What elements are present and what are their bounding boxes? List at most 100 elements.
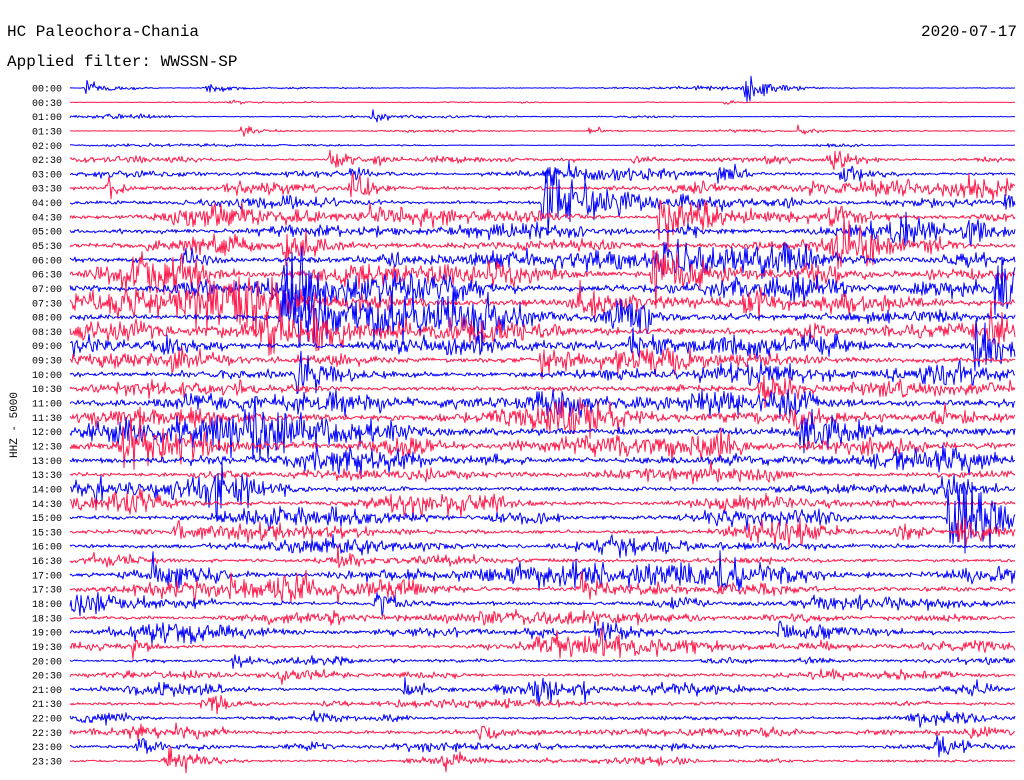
seismic-trace-line	[69, 550, 1016, 593]
trace-row: 03:00	[32, 160, 1016, 187]
row-time-label: 11:30	[32, 414, 62, 425]
row-time-label: 09:30	[32, 357, 62, 368]
trace-row: 19:00	[32, 620, 1016, 645]
trace-row: 15:30	[32, 517, 1016, 547]
row-time-label: 20:30	[32, 672, 62, 683]
trace-row: 05:00	[32, 211, 1016, 247]
trace-row: 23:00	[32, 734, 1016, 758]
seismic-trace-line	[69, 517, 1016, 547]
trace-row: 07:00	[32, 246, 1016, 317]
row-time-label: 07:00	[32, 285, 62, 296]
trace-row: 03:30	[32, 172, 1016, 201]
trace-row: 20:30	[32, 668, 1016, 685]
seismic-trace-line	[69, 461, 1016, 485]
row-time-label: 18:00	[32, 600, 62, 611]
trace-row: 14:30	[32, 487, 1016, 519]
seismic-trace-line	[69, 172, 1016, 201]
row-time-label: 00:30	[32, 99, 62, 110]
trace-row: 02:00	[32, 142, 1016, 153]
seismic-trace-line	[69, 608, 1016, 627]
seismic-trace-line	[69, 276, 1016, 335]
trace-row: 19:30	[32, 626, 1016, 660]
trace-row: 12:00	[32, 396, 1016, 461]
row-time-label: 20:00	[32, 657, 62, 668]
trace-row: 15:00	[32, 481, 1016, 554]
row-time-label: 08:30	[32, 328, 62, 339]
trace-row: 09:30	[32, 347, 1016, 380]
row-time-label: 10:30	[32, 385, 62, 396]
row-time-label: 13:00	[32, 457, 62, 468]
trace-row: 14:00	[32, 462, 1016, 522]
trace-row: 17:30	[32, 569, 1016, 605]
row-time-label: 05:30	[32, 242, 62, 253]
seismic-trace-line	[69, 677, 1016, 707]
row-time-label: 09:00	[32, 342, 62, 353]
trace-row: 08:00	[32, 283, 1016, 352]
row-time-label: 02:00	[32, 142, 62, 153]
seismic-trace-line	[69, 746, 1016, 774]
row-time-label: 10:00	[32, 371, 62, 382]
seismic-trace-line	[69, 160, 1016, 187]
seismic-trace-line	[69, 303, 1016, 356]
seismic-trace-line	[69, 389, 1016, 419]
trace-row: 18:30	[32, 608, 1016, 627]
trace-row: 11:00	[32, 389, 1016, 419]
trace-row: 05:30	[32, 215, 1016, 270]
seismic-trace-line	[69, 396, 1016, 461]
trace-row: 01:30	[32, 124, 1016, 139]
trace-row: 10:30	[32, 375, 1016, 409]
row-time-label: 11:00	[32, 400, 62, 411]
row-time-label: 00:00	[32, 85, 62, 96]
row-time-label: 14:00	[32, 485, 62, 496]
seismic-trace-line	[69, 250, 1016, 309]
seismic-trace-line	[69, 734, 1016, 758]
row-time-label: 04:30	[32, 213, 62, 224]
trace-row: 00:00	[32, 75, 1015, 103]
seismic-trace-line	[69, 444, 1016, 477]
row-time-label: 02:30	[32, 156, 62, 167]
row-time-label: 12:30	[32, 443, 62, 454]
row-time-label: 03:00	[32, 170, 62, 181]
trace-row: 10:00	[32, 350, 1016, 395]
trace-row: 22:30	[32, 722, 1015, 741]
row-time-label: 22:30	[32, 729, 62, 740]
seismic-trace-line	[69, 211, 1016, 247]
trace-row: 18:00	[32, 592, 1016, 617]
seismic-trace-line	[70, 167, 1016, 236]
seismic-trace-line	[69, 109, 1016, 123]
row-time-label: 17:30	[32, 586, 62, 597]
trace-row: 09:00	[32, 320, 1016, 372]
seismic-trace-line	[69, 238, 1016, 280]
row-time-label: 03:30	[32, 185, 62, 196]
seismic-trace-line	[69, 283, 1016, 352]
seismic-trace-line	[69, 534, 1016, 559]
trace-row: 20:00	[32, 654, 1016, 669]
row-time-label: 21:30	[32, 700, 62, 711]
seismic-trace-line	[69, 75, 1015, 103]
trace-row: 16:00	[32, 534, 1016, 559]
seismic-trace-line	[69, 462, 1016, 522]
row-time-label: 16:30	[32, 557, 62, 568]
seismic-trace-line	[69, 722, 1015, 741]
trace-row: 22:00	[32, 710, 1016, 728]
trace-row: 17:00	[32, 550, 1016, 593]
row-time-label: 21:00	[32, 686, 62, 697]
trace-row: 02:30	[32, 149, 1016, 171]
seismic-trace-line	[69, 99, 1015, 105]
row-time-label: 23:30	[32, 758, 62, 769]
seismic-trace-line	[69, 215, 1016, 270]
row-time-label: 08:00	[32, 314, 62, 325]
seismic-trace-line	[69, 350, 1016, 395]
seismic-trace-line	[69, 397, 1016, 439]
date-label: 2020-07-17	[921, 23, 1017, 41]
row-time-label: 13:30	[32, 471, 62, 482]
seismic-trace-line	[69, 620, 1016, 645]
station-title: HC Paleochora-Chania	[7, 23, 199, 41]
row-time-label: 19:00	[32, 629, 62, 640]
trace-row: 13:00	[32, 444, 1016, 477]
row-time-label: 01:00	[32, 113, 62, 124]
row-time-label: 18:30	[32, 614, 62, 625]
seismic-trace-line	[69, 199, 1016, 252]
trace-row: 16:30	[32, 544, 1016, 569]
